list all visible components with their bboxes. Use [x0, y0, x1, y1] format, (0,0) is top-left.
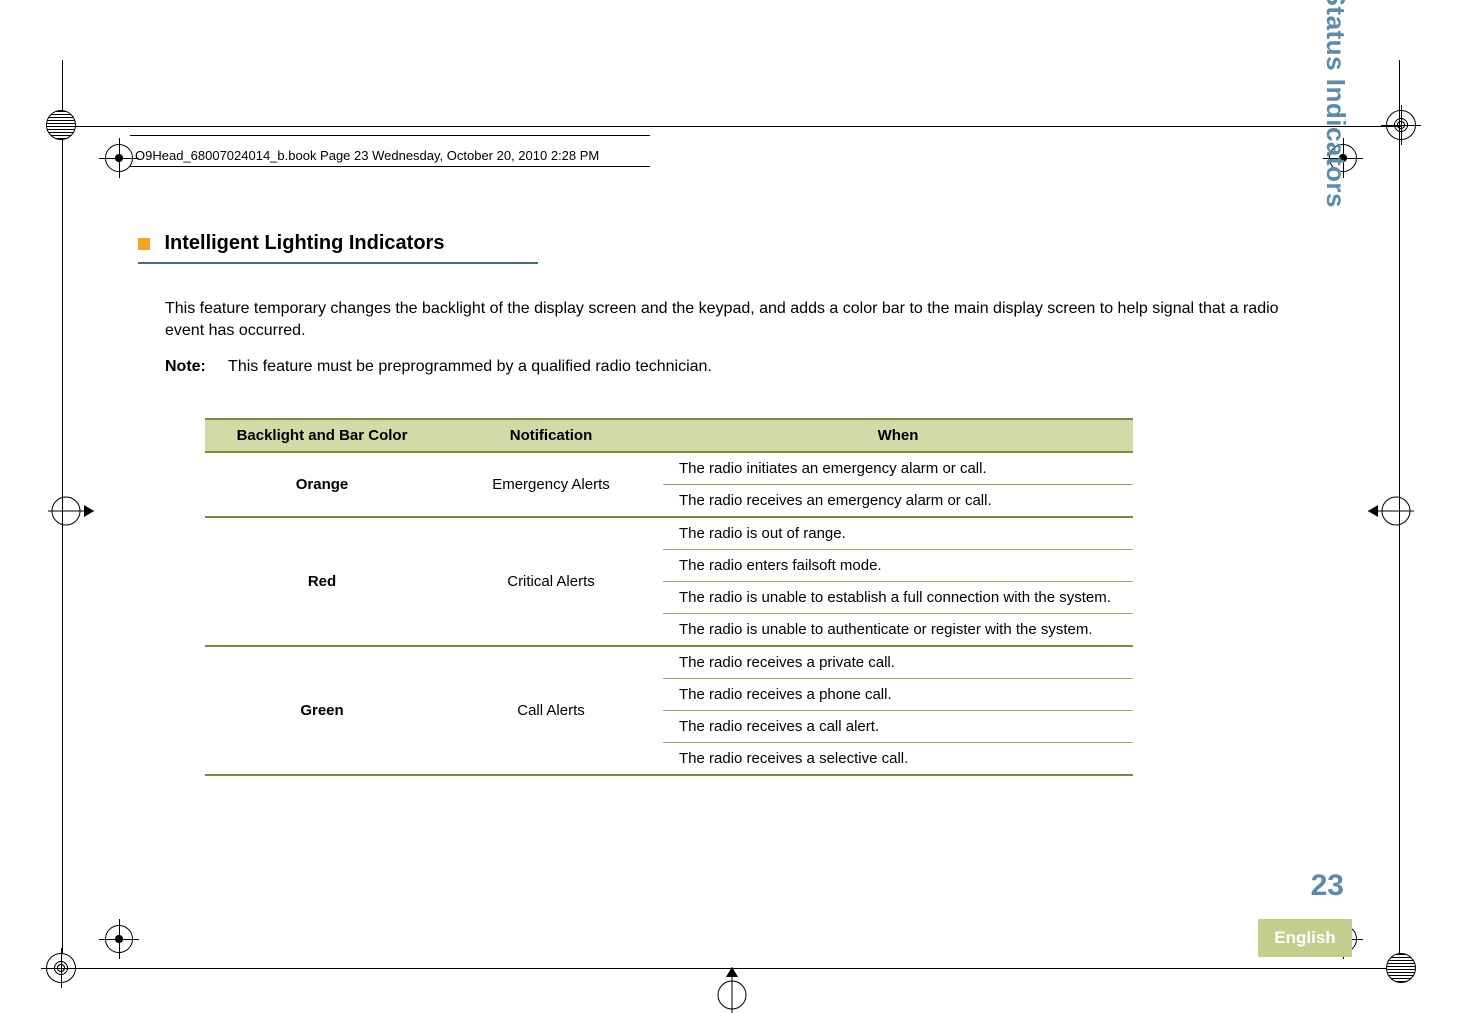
- cell-notification: Critical Alerts: [439, 517, 663, 646]
- cell-when: The radio receives a call alert.: [663, 711, 1133, 743]
- cell-when: The radio is unable to establish a full …: [663, 582, 1133, 614]
- th-when: When: [663, 419, 1133, 452]
- cell-notification: Emergency Alerts: [439, 452, 663, 517]
- cell-when: The radio initiates an emergency alarm o…: [663, 452, 1133, 485]
- section-title: Intelligent Lighting Indicators: [164, 232, 444, 254]
- frame-line-top: [60, 126, 1402, 127]
- note-label: Note:: [165, 358, 206, 375]
- bullet-icon: [138, 238, 150, 250]
- section-rule: [138, 262, 538, 264]
- cell-when: The radio is out of range.: [663, 517, 1133, 550]
- note-row: Note: This feature must be preprogrammed…: [165, 358, 712, 376]
- register-mark-tr: [1386, 110, 1416, 140]
- hatch-mark-br: [1386, 953, 1416, 983]
- sidebar: Identifying Status Indicators: [1302, 126, 1344, 971]
- th-notif: Notification: [439, 419, 663, 452]
- register-mark-bl2: [105, 925, 133, 953]
- cell-when: The radio receives a private call.: [663, 646, 1133, 679]
- page-number: 23: [1311, 869, 1344, 903]
- cell-notification: Call Alerts: [439, 646, 663, 775]
- arrow-bottom: [714, 967, 750, 1013]
- cell-when: The radio receives a selective call.: [663, 743, 1133, 776]
- register-mark-bl: [46, 953, 76, 983]
- cell-when: The radio receives a phone call.: [663, 679, 1133, 711]
- intro-paragraph: This feature temporary changes the backl…: [165, 298, 1307, 341]
- section-heading: Intelligent Lighting Indicators: [138, 232, 444, 255]
- hatch-mark-tl: [46, 110, 76, 140]
- cell-when: The radio receives an emergency alarm or…: [663, 485, 1133, 518]
- arrow-right: [1368, 493, 1414, 529]
- table-row: OrangeEmergency AlertsThe radio initiate…: [205, 452, 1133, 485]
- cell-color: Red: [205, 517, 439, 646]
- th-color: Backlight and Bar Color: [205, 419, 439, 452]
- cell-color: Orange: [205, 452, 439, 517]
- register-mark-tl2: [105, 144, 133, 172]
- table-row: GreenCall AlertsThe radio receives a pri…: [205, 646, 1133, 679]
- indicators-table: Backlight and Bar Color Notification Whe…: [205, 418, 1133, 776]
- language-tab: English: [1258, 919, 1352, 957]
- cell-when: The radio enters failsoft mode.: [663, 550, 1133, 582]
- table-row: RedCritical AlertsThe radio is out of ra…: [205, 517, 1133, 550]
- arrow-left: [48, 493, 94, 529]
- sidebar-title: Identifying Status Indicators: [1320, 0, 1351, 208]
- cell-when: The radio is unable to authenticate or r…: [663, 614, 1133, 647]
- note-text: This feature must be preprogrammed by a …: [228, 358, 712, 375]
- cell-color: Green: [205, 646, 439, 775]
- file-path-box: [130, 135, 650, 167]
- table-header-row: Backlight and Bar Color Notification Whe…: [205, 419, 1133, 452]
